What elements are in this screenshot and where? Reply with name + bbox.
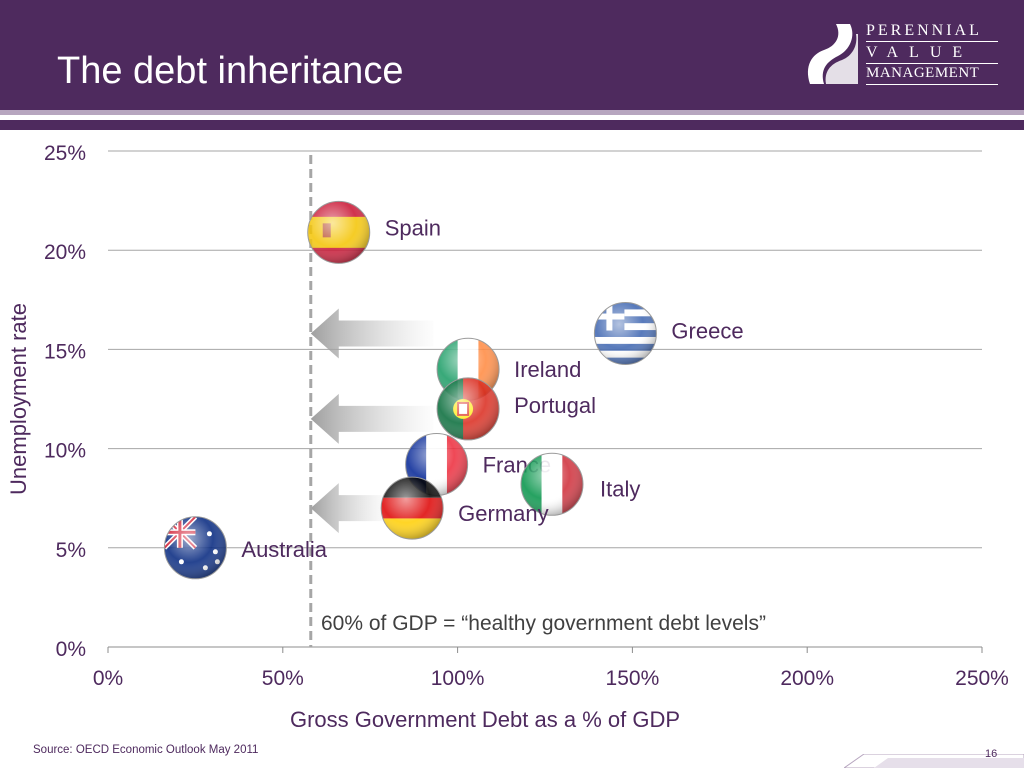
- portugal-flag: [436, 377, 500, 441]
- logo-mark-icon: [807, 24, 858, 84]
- australia-flag: [163, 516, 227, 580]
- greece-flag: [593, 302, 657, 366]
- y-tick-label: 10%: [44, 440, 86, 463]
- header-stripe-white: [0, 115, 1024, 120]
- logo-rule-middle: [866, 63, 998, 64]
- arrow: [310, 483, 388, 534]
- threshold-label: 60% of GDP = “healthy government debt le…: [321, 612, 766, 635]
- arrow: [310, 393, 434, 444]
- spain-flag: [307, 200, 371, 264]
- point-label: Portugal: [514, 393, 596, 418]
- header-stripe-light: [0, 110, 1024, 115]
- header-stripe-dark: [0, 120, 1024, 130]
- gridlines: [108, 150, 982, 549]
- x-tick-label: 100%: [431, 667, 485, 690]
- x-tick-label: 50%: [262, 667, 304, 690]
- data-points: SpainGreeceIrelandPortugalFranceItalyGer…: [163, 200, 744, 580]
- germany-flag: [380, 476, 444, 540]
- logo-rule-top: [866, 41, 998, 42]
- point-label: Spain: [385, 215, 441, 240]
- slide-title: The debt inheritance: [57, 50, 404, 92]
- y-tick-label: 5%: [56, 539, 86, 562]
- x-tick-label: 250%: [955, 667, 1009, 690]
- logo-text-management: MANAGEMENT: [866, 65, 980, 81]
- footer-accent: [844, 754, 1024, 768]
- y-tick-label: 15%: [44, 340, 86, 363]
- source-note: Source: OECD Economic Outlook May 2011: [33, 744, 259, 756]
- point-label: Germany: [458, 501, 548, 526]
- page-number: 16: [985, 748, 998, 760]
- y-tick-label: 0%: [56, 638, 86, 661]
- x-tick-label: 0%: [93, 667, 123, 690]
- logo-rule-bottom: [866, 84, 998, 85]
- point-label: Australia: [241, 537, 327, 562]
- y-tick-label: 20%: [44, 241, 86, 264]
- x-axis-label: Gross Government Debt as a % of GDP: [290, 707, 680, 732]
- company-logo: PERENNIAL VALUE MANAGEMENT: [802, 20, 1002, 90]
- point-label: Greece: [671, 319, 743, 344]
- y-axis-label: Unemployment rate: [6, 303, 31, 495]
- arrows: [310, 308, 434, 534]
- x-tick-label: 200%: [780, 667, 834, 690]
- arrow: [310, 308, 434, 359]
- axes: 0% 5% 10% 15% 20% 25% 0% 50% 100% 150% 200% 250%: [44, 142, 1009, 690]
- point-label: Ireland: [514, 357, 581, 382]
- point-label: Italy: [600, 476, 640, 501]
- y-tick-label: 25%: [44, 142, 86, 165]
- italy-flag: [520, 452, 584, 516]
- x-tick-label: 150%: [606, 667, 660, 690]
- logo-text-value: VALUE: [866, 44, 974, 61]
- scatter-chart: 0% 5% 10% 15% 20% 25% 0% 50% 100% 150% 200% 250% Sp…: [6, 142, 1009, 732]
- logo-text-perennial: PERENNIAL: [866, 22, 982, 39]
